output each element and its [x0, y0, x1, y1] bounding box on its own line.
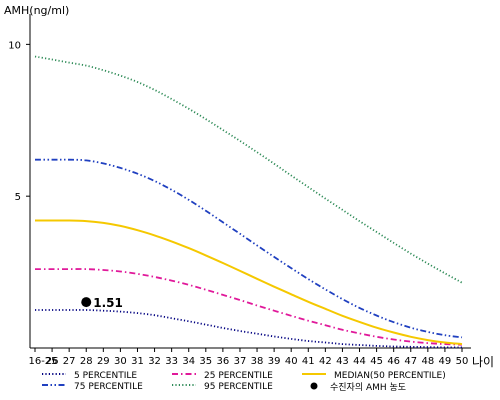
patient-marker: 1.51	[81, 296, 123, 310]
x-tick-label: 26	[46, 356, 59, 367]
x-tick-label: 27	[63, 356, 76, 367]
x-tick-label: 29	[97, 356, 110, 367]
x-tick-label: 48	[421, 356, 434, 367]
legend-label-5-percentile: 5 PERCENTILE	[74, 371, 137, 381]
x-tick-label: 31	[131, 356, 144, 367]
x-tick-label: 42	[319, 356, 332, 367]
legend-label-95-percentile: 95 PERCENTILE	[204, 382, 273, 392]
series-line-5-percentile	[35, 309, 462, 349]
patient-amh-point	[81, 297, 92, 308]
y-ticks: 5 10	[8, 40, 30, 203]
x-tick-label: 44	[353, 356, 366, 367]
x-tick-label: 35	[199, 356, 212, 367]
x-tick-label: 40	[285, 356, 298, 367]
x-axis-title: 나이	[472, 355, 494, 369]
y-tick-label: 10	[8, 40, 21, 51]
x-tick-label: 45	[370, 356, 383, 367]
x-tick-label: 38	[251, 356, 264, 367]
x-tick-label: 47	[404, 356, 417, 367]
series-line-75-percentile	[35, 158, 463, 339]
x-tick-label: 36	[217, 356, 230, 367]
x-tick-label: 41	[302, 356, 315, 367]
legend-swatch-patient-amh	[310, 382, 318, 390]
legend-label-patient-amh: 수진자의 AMH 농도	[330, 382, 406, 393]
series-line-95-percentile	[34, 55, 463, 284]
series-line-25-percentile	[35, 268, 463, 346]
legend-label-median-50-percentile: MEDIAN(50 PERCENTILE)	[334, 371, 446, 381]
series-lines	[34, 55, 463, 349]
series-line-median-50-percentile	[35, 219, 463, 346]
axes: AMH(ng/ml) 나이	[4, 4, 494, 369]
patient-amh-value-label: 1.51	[93, 296, 123, 310]
legend-label-75-percentile: 75 PERCENTILE	[74, 382, 143, 392]
x-tick-label: 37	[234, 356, 247, 367]
y-tick-label: 5	[15, 192, 21, 203]
x-tick-label: 34	[182, 356, 195, 367]
x-tick-label: 16-25	[28, 356, 57, 367]
x-tick-label: 50	[456, 356, 469, 367]
x-tick-label: 39	[268, 356, 281, 367]
x-tick-label: 33	[165, 356, 178, 367]
x-tick-label: 32	[148, 356, 161, 367]
y-axis-title: AMH(ng/ml)	[4, 4, 69, 17]
x-tick-label: 46	[387, 356, 400, 367]
x-tick-label: 28	[80, 356, 93, 367]
legend-label-25-percentile: 25 PERCENTILE	[204, 371, 273, 381]
x-tick-label: 49	[439, 356, 452, 367]
x-tick-label: 43	[336, 356, 349, 367]
x-tick-label: 30	[114, 356, 127, 367]
